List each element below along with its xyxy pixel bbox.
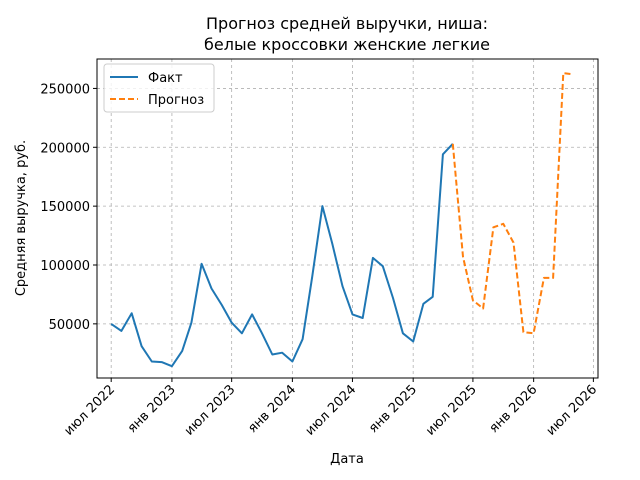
- chart-title-line-2: белые кроссовки женские легкие: [204, 35, 490, 54]
- x-tick-label: янв 2026: [487, 382, 541, 436]
- series-line-forecast: [451, 72, 574, 335]
- x-tick-label: янв 2024: [245, 382, 299, 436]
- y-axis-label: Средняя выручка, руб.: [14, 140, 29, 296]
- x-tick-label: июл 2024: [303, 382, 360, 439]
- legend-label-forecast: Прогноз: [148, 93, 204, 108]
- x-tick-label: июл 2025: [423, 382, 480, 439]
- x-tick-label: янв 2023: [125, 382, 179, 436]
- series-line-fact: [110, 143, 454, 368]
- y-axis-ticks: 50000 100000 150000 200000 250000: [40, 82, 97, 333]
- plot-frame: [96, 58, 599, 379]
- x-tick-label: июл 2022: [62, 382, 119, 439]
- x-axis-ticks: июл 2022 янв 2023 июл 2023 янв 2024 июл 2024…: [62, 378, 601, 439]
- x-axis-label: Дата: [330, 452, 364, 467]
- y-tick-label: 150000: [40, 200, 90, 215]
- x-tick-label: янв 2025: [366, 382, 420, 436]
- legend: Факт Прогноз: [103, 63, 215, 113]
- y-tick-label: 200000: [40, 141, 90, 156]
- y-tick-label: 250000: [40, 82, 90, 97]
- x-tick-label: июл 2023: [182, 382, 239, 439]
- legend-label-fact: Факт: [148, 71, 183, 86]
- y-tick-label: 100000: [40, 259, 90, 274]
- y-tick-label: 50000: [49, 318, 90, 333]
- x-tick-label: июл 2026: [544, 382, 601, 439]
- series-lines: [110, 72, 574, 368]
- chart-title-line-1: Прогноз средней выручки, ниша:: [206, 14, 488, 33]
